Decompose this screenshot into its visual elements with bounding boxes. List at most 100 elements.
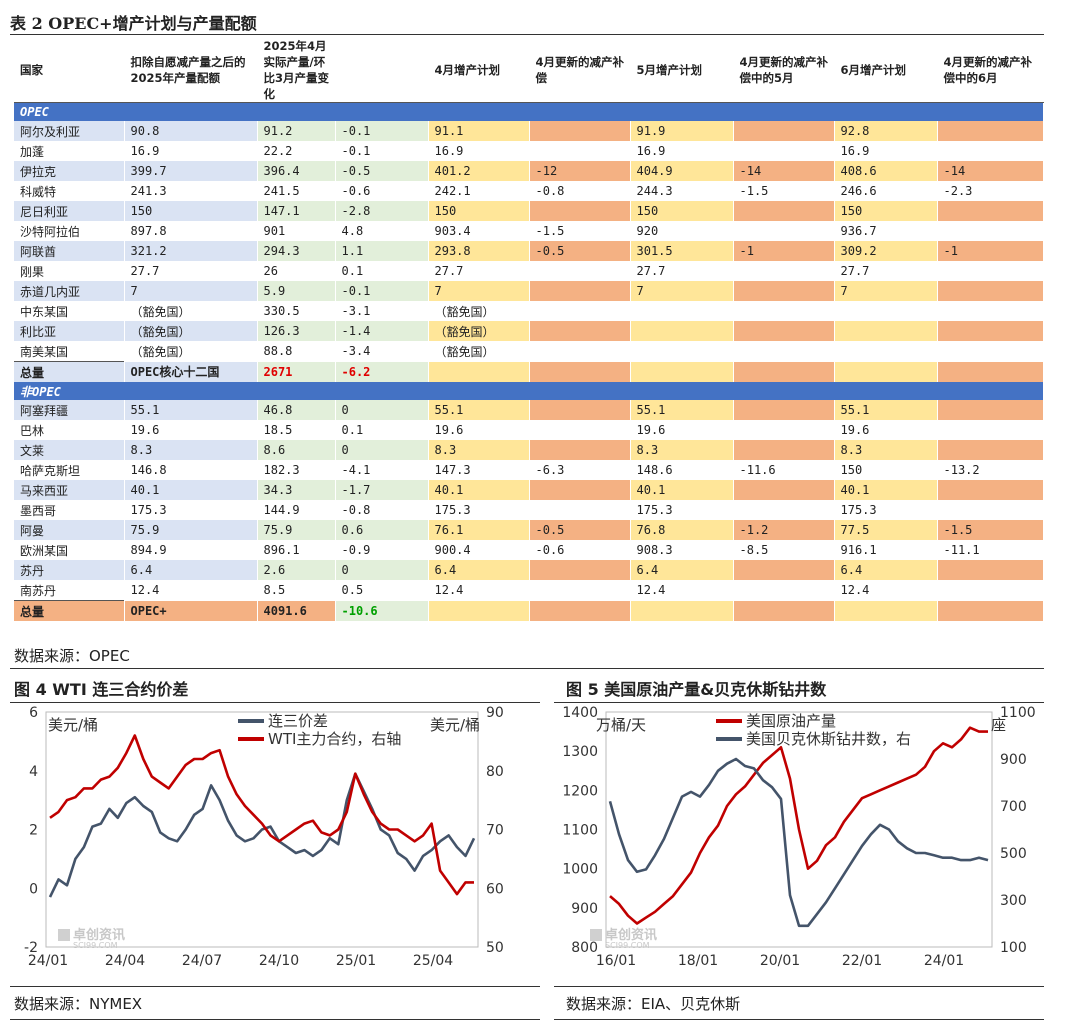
table-cell: [529, 301, 631, 321]
right-tick-label: 70: [486, 823, 504, 839]
table-cell: 19.6: [428, 420, 530, 440]
right-tick-label: 90: [486, 705, 504, 721]
section-label: OPEC: [14, 102, 1044, 121]
x-tick-label: 25/04: [413, 953, 453, 969]
header-cell: 2025年4月实际产量/环比3月产量变化: [257, 38, 336, 103]
table-cell: 936.7: [834, 221, 938, 241]
table-cell: [937, 560, 1044, 580]
table-cell: 0: [335, 560, 429, 580]
watermark-logo-icon: [590, 929, 602, 941]
table-cell: -1.5: [529, 221, 631, 241]
table-cell: 27.7: [428, 261, 530, 281]
legend-label: 美国贝克休斯钻井数，右: [746, 730, 911, 748]
header-cell: 6月增产计划: [834, 38, 938, 103]
table-cell: 27.7: [630, 261, 734, 281]
table-cell: [937, 321, 1044, 341]
table-cell: 150: [834, 460, 938, 480]
table-cell: 苏丹: [14, 560, 125, 580]
table-cell: 92.8: [834, 121, 938, 141]
table-cell: [733, 261, 835, 281]
total-cell: [428, 600, 530, 621]
left-tick-label: -2: [24, 940, 38, 956]
chart5-title-line: [554, 702, 1044, 703]
table-cell: 12.4: [124, 580, 258, 601]
table-cell: [529, 281, 631, 301]
table-cell: -0.5: [529, 520, 631, 540]
table-cell: （豁免国）: [428, 321, 530, 341]
table-row: 沙特阿拉伯 897.8 901 4.8 903.4 -1.5 920 936.7: [14, 221, 1044, 241]
table-cell: -14: [937, 161, 1044, 181]
table-cell: 6.4: [124, 560, 258, 580]
table-cell: [937, 420, 1044, 440]
table-cell: [733, 301, 835, 321]
table-cell: 8.3: [834, 440, 938, 460]
table-cell: -0.1: [335, 121, 429, 141]
table-row: 文莱 8.3 8.6 0 8.3 8.3 8.3: [14, 440, 1044, 460]
table-cell: 244.3: [630, 181, 734, 201]
table-cell: 22.2: [257, 141, 336, 161]
table-cell: 欧洲某国: [14, 540, 125, 560]
table-cell: -0.6: [529, 540, 631, 560]
table-cell: 27.7: [124, 261, 258, 281]
table-row: 刚果 27.7 26 0.1 27.7 27.7 27.7: [14, 261, 1044, 281]
table-cell: [630, 341, 734, 362]
table-row: 墨西哥 175.3 144.9 -0.8 175.3 175.3 175.3: [14, 500, 1044, 520]
table-row: 南美某国 （豁免国） 88.8 -3.4 （豁免国）: [14, 341, 1044, 362]
table-cell: -1.4: [335, 321, 429, 341]
total-cell: 2671: [257, 361, 336, 382]
total-cell: [630, 600, 734, 621]
table-cell: -1.2: [733, 520, 835, 540]
total-cell: [529, 600, 631, 621]
table-cell: 76.8: [630, 520, 734, 540]
table-cell: 404.9: [630, 161, 734, 181]
table-cell: 55.1: [428, 400, 530, 420]
table-cell: 18.5: [257, 420, 336, 440]
table-cell: 40.1: [630, 480, 734, 500]
total-cell: [529, 361, 631, 382]
table-cell: 26: [257, 261, 336, 281]
table-cell: [529, 580, 631, 601]
table-cell: 27.7: [834, 261, 938, 281]
right-tick-label: 500: [1000, 846, 1027, 862]
table-cell: [937, 500, 1044, 520]
table-cell: 896.1: [257, 540, 336, 560]
table-cell: 146.8: [124, 460, 258, 480]
table-cell: [937, 281, 1044, 301]
table-cell: 2.6: [257, 560, 336, 580]
table-cell: 77.5: [834, 520, 938, 540]
total-cell: -10.6: [335, 600, 429, 621]
total-cell: [834, 361, 938, 382]
table-cell: 哈萨克斯坦: [14, 460, 125, 480]
table-cell: 148.6: [630, 460, 734, 480]
table-cell: [529, 420, 631, 440]
table-cell: [937, 261, 1044, 281]
table-cell: -14: [733, 161, 835, 181]
table-cell: 408.6: [834, 161, 938, 181]
table-cell: 16.9: [428, 141, 530, 161]
right-tick-label: 700: [1000, 799, 1027, 815]
right-tick-label: 900: [1000, 752, 1027, 768]
table-cell: [529, 480, 631, 500]
table-cell: 7: [834, 281, 938, 301]
table-cell: -11.6: [733, 460, 835, 480]
table-cell: -13.2: [937, 460, 1044, 480]
table-cell: 阿尔及利亚: [14, 121, 125, 141]
chart4-source: 数据来源：NYMEX: [14, 995, 143, 1013]
table-cell: 894.9: [124, 540, 258, 560]
left-tick-label: 1100: [562, 823, 598, 839]
title-divider: [10, 34, 1044, 35]
table-cell: -0.6: [335, 181, 429, 201]
total-cell: OPEC+: [124, 600, 258, 621]
table-cell: [733, 480, 835, 500]
header-cell: [335, 38, 429, 103]
table-cell: 16.9: [124, 141, 258, 161]
table-cell: 175.3: [124, 500, 258, 520]
section-label: 非OPEC: [14, 382, 1044, 400]
table-cell: [937, 580, 1044, 601]
right-tick-label: 50: [486, 940, 504, 956]
table-cell: [937, 301, 1044, 321]
table-cell: [733, 420, 835, 440]
table-cell: -4.1: [335, 460, 429, 480]
table-cell: 76.1: [428, 520, 530, 540]
table-title: 表 2 OPEC+增产计划与产量配额: [10, 14, 257, 33]
